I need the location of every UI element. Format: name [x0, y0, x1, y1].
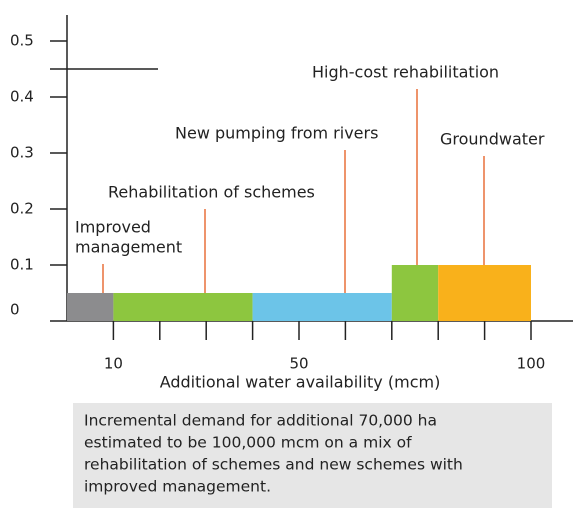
annotation-label: Groundwater: [440, 130, 545, 149]
caption-line: improved management.: [84, 478, 271, 496]
annotation-label: New pumping from rivers: [175, 124, 378, 143]
y-tick-label: 0.5: [10, 32, 34, 50]
bar: [67, 293, 114, 321]
caption-line: Incremental demand for additional 70,000…: [84, 412, 437, 430]
annotation-label: management: [75, 238, 182, 257]
y-tick-label: 0.1: [10, 256, 34, 274]
annotation-label: Rehabilitation of schemes: [108, 183, 315, 202]
y-tick-label: 0.3: [10, 144, 34, 162]
x-tick-label: 100: [517, 355, 546, 373]
y-tick-label: 0: [10, 301, 20, 319]
bar: [438, 265, 531, 321]
bar: [391, 265, 439, 321]
x-tick-label: 50: [289, 355, 308, 373]
x-axis-title: Additional water availability (mcm): [160, 373, 441, 392]
annotation-label: Improved: [75, 218, 151, 237]
caption-box: [73, 403, 552, 508]
x-tick-label: 10: [104, 355, 123, 373]
bar: [252, 293, 392, 321]
bar: [113, 293, 253, 321]
annotation-label: High-cost rehabilitation: [312, 63, 499, 82]
y-tick-label: 0.4: [10, 88, 34, 106]
caption-line: rehabilitation of schemes and new scheme…: [84, 456, 463, 474]
y-tick-label: 0.2: [10, 200, 34, 218]
caption-line: estimated to be 100,000 mcm on a mix of: [84, 434, 412, 452]
